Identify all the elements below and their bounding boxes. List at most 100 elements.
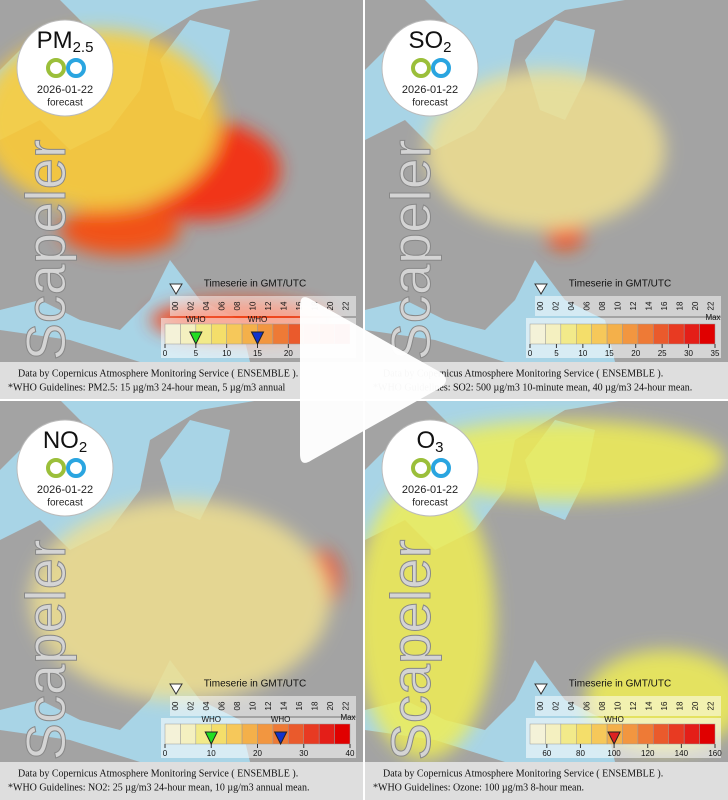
colorbar-cell bbox=[529, 323, 546, 345]
hour-label: 10 bbox=[614, 701, 623, 710]
colorbar-cell bbox=[653, 323, 670, 345]
colorbar-cell bbox=[699, 323, 716, 345]
time-marker bbox=[534, 283, 548, 295]
colorbar-cell bbox=[241, 723, 258, 745]
pollution-area bbox=[405, 420, 725, 500]
who-label: WHO bbox=[604, 715, 624, 724]
colorbar-tick-label: 80 bbox=[576, 749, 585, 758]
logo-ring bbox=[46, 458, 66, 478]
colorbar-cell bbox=[529, 723, 546, 745]
max-label: Max bbox=[340, 713, 355, 722]
date: 2026-01-22 bbox=[37, 84, 93, 96]
pollutant-name: NO bbox=[43, 427, 79, 454]
pollutant-name: SO bbox=[408, 27, 443, 54]
credit: Data by Copernicus Atmosphere Monitoring… bbox=[18, 768, 298, 779]
colorbar-cell bbox=[606, 323, 623, 345]
hour-label: 16 bbox=[295, 301, 304, 310]
hour-label: 00 bbox=[171, 301, 180, 310]
hour-label: 02 bbox=[552, 301, 561, 310]
colorbar-tick-label: 30 bbox=[684, 349, 693, 358]
time-marker bbox=[169, 683, 183, 695]
credit: Data by Copernicus Atmosphere Monitoring… bbox=[18, 368, 298, 379]
colorbar-tick-label: 35 bbox=[711, 349, 720, 358]
pollution-overlay bbox=[30, 500, 340, 700]
guideline: *WHO Guidelines: PM2.5: 15 µg/m3 24-hour… bbox=[8, 382, 286, 393]
play-button[interactable] bbox=[300, 297, 446, 463]
colorbar-tick-label: 0 bbox=[163, 749, 168, 758]
logo-ring bbox=[46, 58, 66, 78]
pollution-area bbox=[30, 500, 330, 700]
colorbar-cell bbox=[257, 723, 274, 745]
colorbar-tick-label: 30 bbox=[299, 749, 308, 758]
hour-label: 00 bbox=[171, 701, 180, 710]
guideline: *WHO Guidelines: Ozone: 100 µg/m3 8-hour… bbox=[373, 782, 584, 793]
colorbar-tick-label: 40 bbox=[346, 749, 355, 758]
colorbar-tick-label: 100 bbox=[607, 749, 621, 758]
hour-label: 06 bbox=[583, 701, 592, 710]
colorbar-tick-label: 160 bbox=[708, 749, 722, 758]
forecast: forecast bbox=[412, 98, 448, 109]
date: 2026-01-22 bbox=[402, 84, 458, 96]
hour-label: 06 bbox=[218, 701, 227, 710]
pollutant: SO2 bbox=[408, 27, 451, 56]
colorbar-cell bbox=[318, 723, 335, 745]
colorbar-tick-label: 10 bbox=[207, 749, 216, 758]
hour-label: 00 bbox=[536, 301, 545, 310]
hour-label: 22 bbox=[342, 701, 351, 710]
pollutant: NO2 bbox=[43, 427, 87, 456]
hour-label: 12 bbox=[264, 301, 273, 310]
hour-label: 22 bbox=[707, 301, 716, 310]
timeserie-label: Timeserie in GMT/UTC bbox=[569, 279, 671, 290]
hour-label: 08 bbox=[233, 301, 242, 310]
time-marker bbox=[534, 683, 548, 695]
pollutant-sub: 2 bbox=[443, 39, 451, 56]
colorbar-cell bbox=[545, 323, 562, 345]
pollutant: O3 bbox=[416, 427, 443, 456]
hour-label: 18 bbox=[311, 701, 320, 710]
logo-ring bbox=[66, 58, 86, 78]
time-strip bbox=[170, 696, 356, 716]
logo-ring bbox=[411, 58, 431, 78]
time-strip bbox=[535, 296, 721, 316]
date: 2026-01-22 bbox=[37, 484, 93, 496]
colorbar-cell bbox=[683, 723, 700, 745]
timeserie-label: Timeserie in GMT/UTC bbox=[204, 279, 306, 290]
colorbar-tick-label: 5 bbox=[194, 349, 199, 358]
logo-ring bbox=[431, 458, 451, 478]
hour-label: 04 bbox=[567, 701, 576, 710]
colorbar-cell bbox=[226, 323, 243, 345]
colorbar-cell bbox=[180, 723, 197, 745]
hour-label: 10 bbox=[614, 301, 623, 310]
hour-label: 18 bbox=[676, 701, 685, 710]
colorbar-cell bbox=[576, 323, 592, 345]
hour-label: 10 bbox=[249, 701, 258, 710]
colorbar-tick-label: 20 bbox=[284, 349, 293, 358]
hour-label: 18 bbox=[676, 301, 685, 310]
forecast: forecast bbox=[47, 498, 83, 509]
pollutant-sub: 3 bbox=[435, 439, 443, 456]
hour-label: 16 bbox=[660, 701, 669, 710]
hour-label: 02 bbox=[552, 701, 561, 710]
who-label: WHO bbox=[248, 315, 268, 324]
pollution-overlay bbox=[425, 70, 665, 250]
forecast: forecast bbox=[412, 498, 448, 509]
hour-label: 10 bbox=[249, 301, 258, 310]
footer bbox=[365, 762, 728, 800]
hour-label: 14 bbox=[280, 701, 289, 710]
who-marker bbox=[189, 331, 203, 346]
colorbar-tick-label: 20 bbox=[253, 749, 262, 758]
pollutant-name: O bbox=[416, 427, 435, 454]
hour-label: 22 bbox=[707, 701, 716, 710]
hour-label: 06 bbox=[583, 301, 592, 310]
colorbar-tick-label: 0 bbox=[528, 349, 533, 358]
map-panel: O3 2026-01-22 forecast Scapeler Timeserie in… bbox=[365, 400, 728, 800]
pollutant-name: PM bbox=[37, 27, 73, 54]
hour-label: 20 bbox=[326, 301, 335, 310]
colorbar-cell bbox=[303, 723, 320, 745]
pollutant-sub: 2.5 bbox=[73, 39, 94, 56]
brand: Scapeler bbox=[14, 539, 77, 760]
logo-ring bbox=[431, 58, 451, 78]
footer bbox=[0, 762, 363, 800]
colorbar-cell bbox=[591, 323, 608, 345]
guideline: *WHO Guidelines: SO2: 500 µg/m3 10-minut… bbox=[373, 382, 692, 393]
